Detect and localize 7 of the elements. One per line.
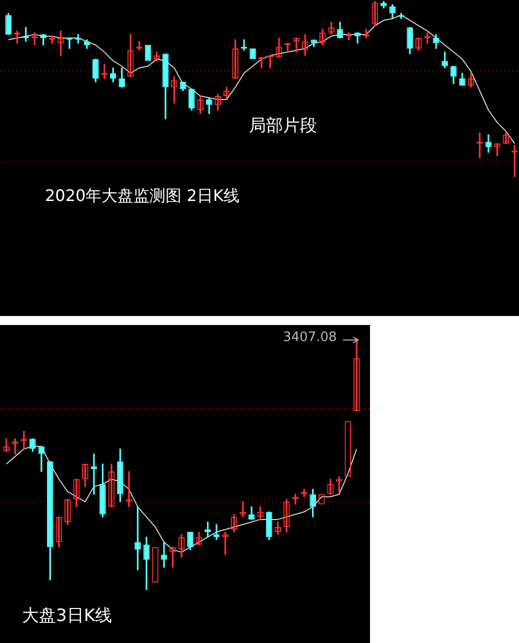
candlestick xyxy=(160,542,168,568)
annotation: 局部片段 xyxy=(249,116,317,136)
annotation: 3407.08 xyxy=(283,330,337,345)
text: 大盘3日K线 xyxy=(22,606,112,626)
text: 2020年大盘监测图 2日K线 xyxy=(45,186,240,205)
candlestick xyxy=(250,48,256,60)
candlestick xyxy=(144,45,152,61)
